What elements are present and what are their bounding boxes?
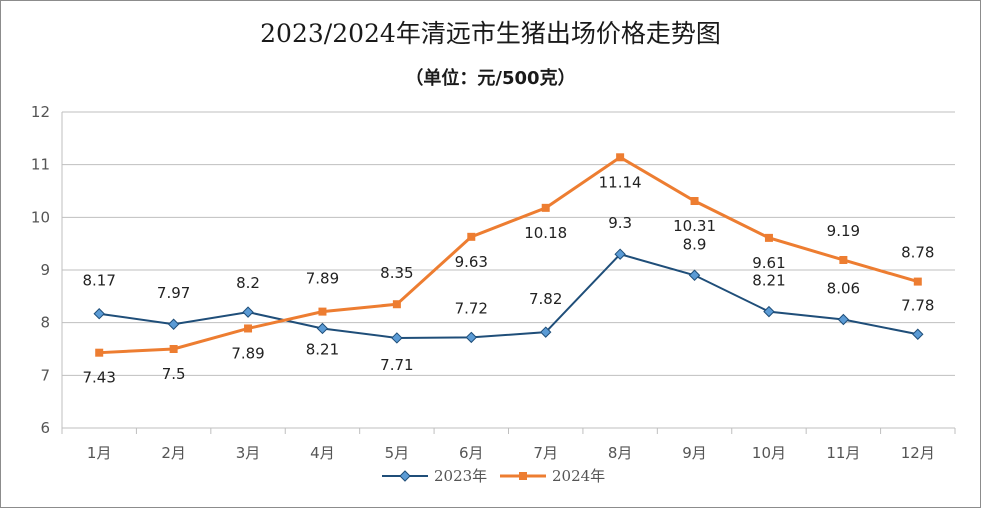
data-point-marker [690,197,699,206]
data-label: 8.35 [380,264,413,282]
data-point-marker [837,313,850,326]
data-point-marker [465,331,477,344]
y-tick-label: 9 [40,261,50,279]
legend-label: 2024年 [552,467,605,485]
legend-label: 2023年 [434,467,487,485]
data-label: 7.43 [83,369,116,387]
data-label: 7.5 [162,365,186,383]
series-group [93,153,924,357]
x-tick-label: 8月 [608,444,633,462]
data-point-marker [540,326,552,338]
data-label: 10.18 [524,224,567,242]
data-point-marker [467,232,476,241]
data-point-marker [913,277,922,286]
data-label: 7.97 [157,284,190,302]
x-tick-label: 3月 [236,444,261,462]
y-tick-label: 10 [31,208,50,226]
data-label: 9.61 [752,254,785,272]
x-tick-label: 7月 [533,444,558,462]
x-tick-label: 9月 [682,444,707,462]
chart-title: 2023/2024年清远市生猪出场价格走势图 [260,19,721,48]
chart-subtitle: （单位：元/500克） [405,68,576,89]
legend-marker [399,470,411,482]
data-point-marker [169,345,178,353]
data-label: 7.71 [380,356,413,374]
data-point-marker [764,233,773,242]
data-point-marker [392,300,401,309]
y-tick-label: 11 [31,156,50,174]
axes: 6 7 8 9 10 11 12 1月 2月 3月 4月 5月 6月 7月 8月 9月 10月 11月 12月 [31,103,956,462]
data-label: 10.31 [673,217,716,235]
data-label: 8.06 [827,280,860,298]
y-tick-label: 7 [40,366,50,384]
x-tick-label: 5月 [385,444,410,462]
data-point-marker [95,348,104,357]
data-point-marker [839,255,848,264]
x-tick-label: 1月 [87,444,112,462]
data-point-marker [391,332,403,344]
data-label: 11.14 [599,173,642,191]
y-tick-label: 6 [40,419,50,437]
data-label: 8.78 [901,244,934,262]
data-label: 7.72 [455,299,488,317]
data-point-marker [318,307,327,316]
x-tick-label: 11月 [826,444,860,462]
data-label: 7.78 [901,296,934,314]
data-label: 9.63 [455,253,488,271]
data-label: 9.3 [608,214,632,232]
data-label: 8.2 [236,274,260,292]
data-label: 8.21 [752,272,785,290]
series-1 [93,248,924,344]
data-label: 8.17 [83,272,116,290]
data-label: 8.21 [306,340,339,358]
legend: 2023年 2024年 [382,467,605,485]
y-tick-label: 12 [31,103,50,121]
data-label: 9.19 [827,222,860,240]
y-tick-label: 8 [40,314,50,332]
series-line [99,253,918,339]
x-tick-label: 10月 [752,444,786,462]
data-point-marker [614,248,626,260]
grid-lines [62,111,955,429]
data-label: 7.89 [231,344,264,362]
data-point-marker [688,269,701,281]
data-label: 7.89 [306,270,339,288]
series-line [99,155,919,355]
data-point-marker [242,306,254,318]
data-point-marker [244,324,253,333]
data-point-marker [541,203,550,212]
x-tick-label: 6月 [459,444,484,462]
data-point-marker [316,322,329,335]
data-point-marker [912,328,924,340]
x-tick-label: 4月 [310,444,335,462]
legend-marker [519,472,527,480]
data-point-marker [616,153,625,162]
data-labels: 8.17 7.97 8.2 8.21 7.71 7.72 7.82 9.3 8.9 8.21 8.0… [83,173,935,386]
x-tick-label: 2月 [161,444,186,462]
data-point-marker [167,318,180,330]
data-point-marker [763,305,775,318]
series-2 [95,153,922,357]
data-label: 7.82 [529,290,562,308]
x-tick-label: 12月 [901,444,935,462]
data-label: 8.9 [683,235,707,253]
data-point-marker [93,308,105,320]
